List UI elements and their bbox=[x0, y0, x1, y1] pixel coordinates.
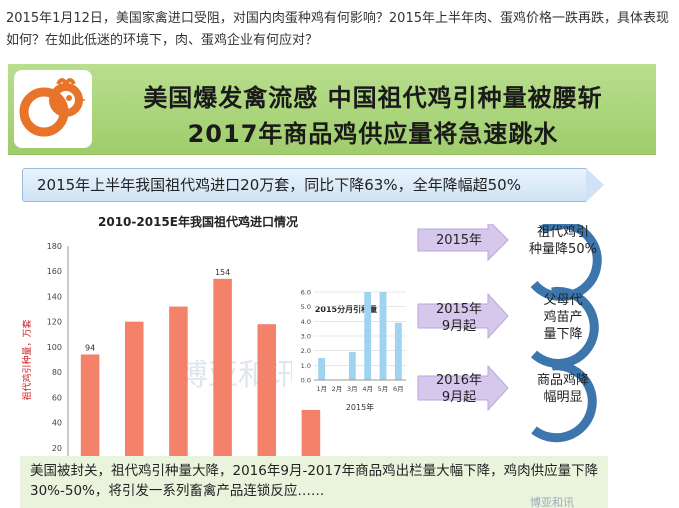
flow-when-1: 2015年 bbox=[435, 233, 483, 248]
flow-effect-3: 商品鸡降 幅明显 bbox=[536, 373, 589, 405]
inset-ytick-label: 0.0 bbox=[301, 377, 311, 385]
main-chart-ylabel: 祖代鸡引种量，万套 bbox=[21, 319, 33, 400]
inset-bar-1月 bbox=[318, 358, 326, 380]
intro-paragraph: 2015年1月12日，美国家禽进口受阻，对国内肉蛋种鸡有何影响？2015年上半年… bbox=[6, 11, 669, 48]
inset-ytick-label: 5.0 bbox=[301, 303, 311, 311]
conclusion-text: 美国被封关，祖代鸡引种量大降，2016年9月-2017年商品鸡出栏量大幅下降，鸡… bbox=[30, 463, 599, 499]
main-ytick-label: 120 bbox=[47, 318, 62, 327]
main-bar-2011 bbox=[124, 321, 144, 456]
main-bar-2015E bbox=[301, 409, 321, 456]
flow-arrow-1 bbox=[417, 224, 509, 262]
flow-effect-1: 祖代鸡引 种量降50% bbox=[529, 225, 597, 257]
flow-effect-2: 父母代 鸡苗产 量下降 bbox=[543, 293, 583, 342]
main-data-label: 154 bbox=[215, 268, 230, 277]
main-bar-2010 bbox=[80, 354, 100, 456]
title-banner: 美国爆发禽流感 中国祖代鸡引种量被腰斩 2017年商品鸡供应量将急速跳水 bbox=[8, 64, 656, 155]
impact-flow bbox=[417, 224, 602, 443]
main-bar-2012 bbox=[169, 306, 188, 456]
chicken-logo-icon bbox=[14, 70, 92, 148]
banner-title-line1: 美国爆发禽流感 中国祖代鸡引种量被腰斩 bbox=[143, 84, 603, 112]
main-ytick-label: 60 bbox=[52, 393, 62, 402]
watermark: 博亚和讯 bbox=[530, 496, 574, 508]
main-data-label: 94 bbox=[85, 343, 95, 352]
inset-xtick-label: 1月 bbox=[316, 385, 327, 393]
import-charts: 博亚和讯 2010-2015E年我国祖代鸡进口情况 祖代鸡引种量，万套 0204… bbox=[21, 214, 408, 456]
inset-xtick-label: 6月 bbox=[393, 385, 404, 393]
main-chart-title: 2010-2015E年我国祖代鸡进口情况 bbox=[98, 214, 298, 229]
main-ytick-label: 80 bbox=[52, 368, 62, 377]
inset-ytick-label: 1.0 bbox=[301, 362, 311, 370]
flow-arrow-3 bbox=[417, 364, 509, 412]
main-ytick-label: 160 bbox=[47, 267, 62, 276]
inset-ytick-label: 6.0 bbox=[301, 289, 311, 297]
infographic: 美国爆发禽流感 中国祖代鸡引种量被腰斩 2017年商品鸡供应量将急速跳水 201… bbox=[8, 64, 672, 508]
ribbon-arrow-tip bbox=[586, 168, 604, 202]
main-bar-2013 bbox=[213, 278, 232, 456]
flow-arrow-2 bbox=[417, 292, 509, 340]
summary-ribbon-text: 2015年上半年我国祖代鸡进口20万套，同比下降63%，全年降幅超50% bbox=[37, 176, 521, 194]
main-ytick-label: 180 bbox=[47, 242, 62, 251]
inset-chart-panel bbox=[292, 278, 408, 408]
inset-ytick-label: 4.0 bbox=[301, 318, 311, 326]
main-ytick-label: 100 bbox=[47, 343, 62, 352]
main-ytick-label: 140 bbox=[47, 292, 62, 301]
main-ytick-label: 20 bbox=[52, 444, 62, 453]
inset-bar-3月 bbox=[348, 352, 356, 380]
inset-bar-4月 bbox=[364, 292, 372, 380]
flow-when-3: 2016年 9月起 bbox=[435, 373, 483, 405]
inset-chart-xlabel: 2015年 bbox=[346, 402, 374, 412]
inset-ytick-label: 2.0 bbox=[301, 347, 311, 355]
inset-xtick-label: 4月 bbox=[362, 385, 373, 393]
inset-ytick-label: 3.0 bbox=[301, 333, 311, 341]
flow-ring-3 bbox=[531, 361, 597, 443]
inset-xtick-label: 3月 bbox=[347, 385, 358, 393]
main-ytick-label: 40 bbox=[52, 419, 62, 428]
inset-chart-title: 2015分月引种量 bbox=[315, 304, 377, 314]
flow-when-2: 2015年 9月起 bbox=[435, 302, 483, 334]
inset-xtick-label: 2月 bbox=[332, 385, 343, 393]
inset-bar-6月 bbox=[394, 322, 402, 380]
banner-title-line2: 2017年商品鸡供应量将急速跳水 bbox=[187, 120, 559, 148]
main-bar-2014 bbox=[257, 324, 277, 456]
inset-xtick-label: 5月 bbox=[378, 385, 389, 393]
inset-bar-5月 bbox=[379, 292, 387, 380]
conclusion-box: 美国被封关，祖代鸡引种量大降，2016年9月-2017年商品鸡出栏量大幅下降，鸡… bbox=[20, 456, 608, 508]
wm-text: 博亚和讯 bbox=[178, 358, 298, 393]
summary-ribbon: 2015年上半年我国祖代鸡进口20万套，同比下降63%，全年降幅超50% bbox=[22, 168, 588, 202]
